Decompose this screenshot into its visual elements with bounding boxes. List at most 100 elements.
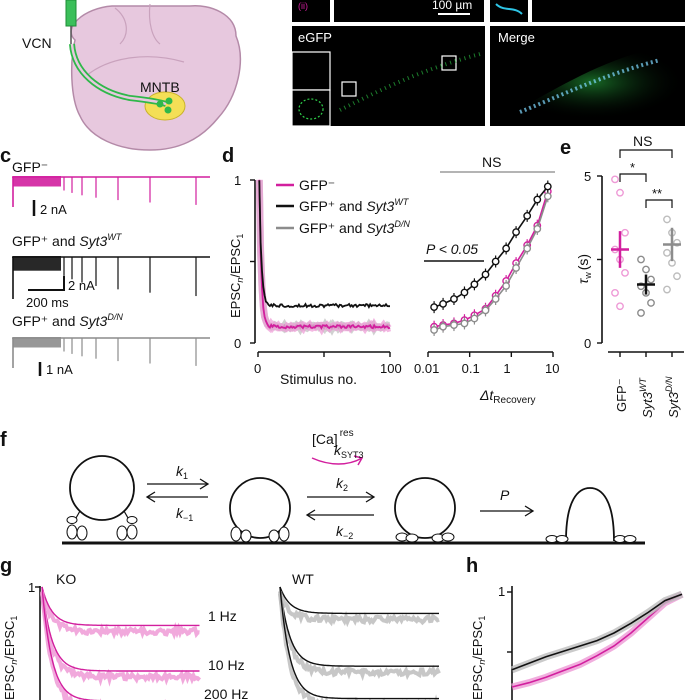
vesicle-1 — [69, 455, 135, 521]
trace2-scalebar — [28, 276, 65, 291]
panel-g-ytick: 1 — [28, 580, 35, 595]
e-point — [616, 302, 624, 311]
trace1-scale-label: 2 nA — [40, 202, 67, 217]
e-point — [663, 248, 671, 257]
trace2-label: GFP⁺ and Syt3WT — [12, 232, 123, 249]
trace-train — [13, 337, 61, 348]
panel-c-letter: c — [0, 145, 11, 167]
e-y-tick-label: 5 — [584, 169, 591, 184]
panel-e-cat2: Syt3WT — [638, 376, 655, 418]
d-right-point — [543, 182, 552, 191]
label-p: P — [500, 487, 510, 503]
d-right-point — [491, 295, 500, 303]
g-fit-1-Hz — [41, 586, 200, 627]
label-wt: WT — [292, 571, 314, 587]
g-fit-200-Hz — [41, 586, 101, 700]
trace-syt3-wt — [12, 256, 210, 299]
e-y-tick-label: 0 — [584, 336, 591, 351]
svg-text:(ii): (ii) — [298, 1, 308, 11]
trace-gfp-minus — [12, 176, 210, 207]
panel-d-xlabel-right: ΔtRecovery — [479, 387, 536, 406]
label-ko: KO — [56, 571, 76, 587]
g-fit-200-Hz — [279, 586, 439, 700]
d-left-series — [258, 179, 391, 331]
sig-bracket-1 — [619, 173, 647, 182]
panel-h-letter: h — [466, 555, 478, 577]
e-point — [637, 309, 645, 317]
d-right-point — [470, 280, 479, 289]
g-fit-10-Hz — [279, 586, 439, 667]
d-right-point — [502, 244, 511, 253]
g-data-1-Hz — [40, 593, 200, 641]
d-right-point — [533, 195, 542, 204]
e-point — [673, 272, 681, 281]
panel-d-legend: GFP⁻ GFP⁺ and Syt3WT GFP⁺ and Syt3D/N — [276, 177, 410, 236]
label-k2: k2 — [336, 475, 348, 493]
legend-label-wt: GFP⁺ and Syt3WT — [299, 197, 410, 214]
chart-h — [507, 586, 684, 700]
label-km1: k−1 — [176, 505, 193, 523]
d-right-x-tick-label: 1 — [503, 361, 510, 376]
vesicle-2 — [229, 477, 291, 539]
sig-star-1: * — [630, 160, 635, 175]
d-right-point — [439, 322, 447, 331]
d-right-point — [523, 244, 532, 253]
panel-e-ylabel: τw(s) — [575, 254, 593, 284]
arrow-k2 — [307, 491, 376, 503]
panel-e-cat1: GFP⁻ — [614, 378, 629, 412]
e-point — [621, 268, 629, 277]
ns-bracket-e — [619, 149, 673, 158]
d-right-x-tick-label: 0.01 — [414, 361, 439, 376]
panel-d-letter: d — [222, 145, 234, 167]
arrow-k1 — [147, 478, 210, 490]
chart-d-right: 0.01 0.1 1 10 — [414, 180, 559, 376]
scalebar-label: 100 µm — [432, 0, 472, 12]
e-point — [647, 275, 655, 284]
e-point — [616, 188, 624, 197]
trace-train — [13, 256, 61, 271]
d-right-point — [470, 314, 479, 323]
pval-label: P < 0.05 — [426, 241, 478, 257]
d-right-point — [460, 319, 469, 328]
d-right-point — [450, 321, 458, 329]
d-right-point — [430, 303, 438, 312]
g-data-10-Hz — [278, 591, 441, 682]
d-left-y-tick-label: 1 — [234, 173, 241, 188]
brain-schematic — [65, 0, 242, 151]
d-right-point — [430, 326, 438, 334]
mntb-label: MNTB — [140, 79, 180, 95]
legend-label-dn: GFP⁺ and Syt3D/N — [299, 219, 410, 236]
panel-h-ylabel: EPSCn/EPSC1 — [470, 616, 487, 700]
chart-d-left: 0 1 0 100 — [234, 173, 402, 376]
panel-h-ytick: 1 — [498, 584, 505, 599]
d-right-point — [460, 288, 469, 297]
label-200hz: 200 Hz — [204, 686, 248, 700]
panel-f-letter: f — [0, 429, 7, 451]
g-data-200-Hz — [40, 591, 189, 700]
egfp-label: eGFP — [298, 30, 332, 45]
e-point — [637, 255, 645, 264]
trace2-scale-time: 200 ms — [26, 295, 69, 310]
g-data-1-Hz — [278, 594, 440, 628]
e-point — [611, 288, 619, 297]
d-left-x-tick-label: 0 — [254, 361, 261, 376]
g-fit-1-Hz — [279, 586, 439, 615]
trace2-scale-amp: 2 nA — [68, 278, 95, 293]
trace-syt3-dn — [12, 337, 210, 368]
e-point — [621, 228, 629, 237]
label-1hz: 1 Hz — [208, 608, 237, 624]
d-right-point — [512, 264, 520, 272]
e-point — [642, 265, 650, 274]
h-series-KO — [511, 593, 683, 688]
d-right-x-tick-label: 10 — [545, 361, 559, 376]
d-left-series — [258, 180, 390, 309]
release-model-schematic — [62, 455, 645, 545]
chart-g — [35, 586, 441, 700]
vesicle-fused — [565, 487, 615, 542]
merge-label: Merge — [498, 30, 535, 45]
ns-label-d: NS — [482, 154, 501, 170]
ns-label-e: NS — [633, 133, 652, 149]
d-right-point — [491, 257, 500, 266]
arrow-p — [480, 505, 535, 517]
